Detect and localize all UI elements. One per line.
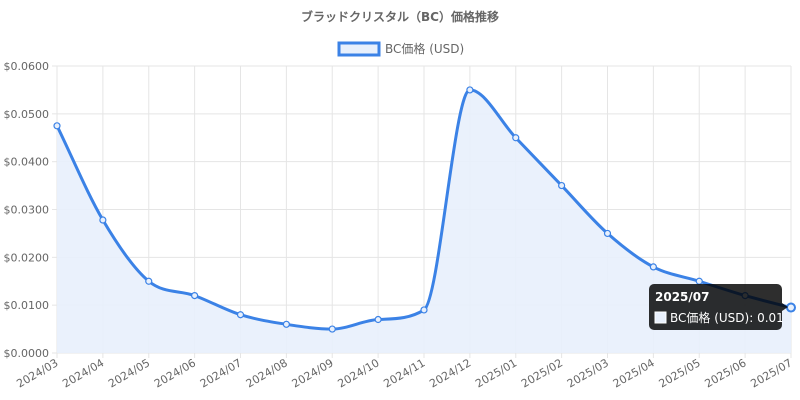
legend-swatch: [337, 41, 381, 57]
data-point[interactable]: [420, 306, 428, 314]
y-tick-label: $0.0500: [4, 108, 50, 121]
x-tick-label: 2024/06: [152, 356, 198, 390]
y-tick-label: $0.0000: [4, 347, 50, 360]
legend[interactable]: BC価格 (USD): [337, 41, 464, 57]
data-point[interactable]: [466, 86, 474, 94]
data-point[interactable]: [558, 181, 566, 190]
x-tick-label: 2025/04: [611, 356, 657, 390]
y-tick-label: $0.0300: [4, 204, 50, 217]
tooltip-box: [649, 284, 782, 330]
x-tick-label: 2024/05: [106, 356, 152, 390]
x-tick-label: 2024/12: [427, 356, 473, 390]
data-point[interactable]: [603, 229, 612, 238]
data-point[interactable]: [99, 216, 107, 224]
x-tick-label: 2024/07: [198, 356, 244, 390]
legend-label: BC価格 (USD): [385, 41, 464, 56]
x-tick-label: 2024/09: [290, 356, 336, 390]
x-tick-label: 2025/05: [657, 356, 703, 390]
x-tick-label: 2025/02: [519, 356, 565, 390]
y-tick-label: $0.0600: [4, 60, 50, 73]
tooltip: 2025/07 BC価格 (USD): 0.01: [649, 284, 788, 330]
y-tick-label: $0.0200: [4, 251, 50, 264]
tooltip-title: 2025/07: [655, 290, 709, 304]
data-point[interactable]: [191, 292, 199, 300]
data-point[interactable]: [236, 311, 245, 319]
x-tick-label: 2024/03: [14, 356, 60, 390]
data-point[interactable]: [649, 263, 657, 271]
y-tick-label: $0.0100: [4, 299, 50, 312]
data-point[interactable]: [374, 315, 382, 324]
data-point[interactable]: [282, 320, 290, 328]
y-axis-ticks: $0.0000 $0.0100 $0.0200 $0.0300 $0.0400 $0.05…: [4, 60, 50, 360]
series-area: [57, 89, 791, 354]
data-point[interactable]: [512, 134, 520, 142]
data-point[interactable]: [695, 277, 703, 285]
x-tick-label: 2025/03: [565, 356, 611, 390]
x-tick-label: 2025/01: [473, 356, 519, 390]
data-point[interactable]: [53, 122, 61, 130]
y-tick-label: $0.0400: [4, 156, 50, 169]
x-tick-label: 2024/08: [244, 356, 290, 390]
data-point[interactable]: [145, 277, 153, 285]
tooltip-label: BC価格 (USD): 0.01: [670, 310, 784, 325]
data-point[interactable]: [328, 325, 336, 333]
x-tick-label: 2024/11: [381, 356, 427, 390]
tooltip-caret: [782, 303, 788, 311]
x-tick-label: 2024/10: [336, 356, 382, 390]
x-tick-label: 2025/06: [703, 356, 749, 390]
x-tick-label: 2025/07: [748, 356, 794, 390]
tooltip-swatch: [654, 311, 667, 324]
chart-title: ブラッドクリスタル（BC）価格推移: [301, 9, 499, 24]
data-point[interactable]: [786, 302, 796, 313]
x-tick-label: 2024/04: [60, 356, 106, 390]
x-axis-ticks: 2024/03 2024/04 2024/05 2024/06 2024/07 2024/…: [14, 356, 794, 390]
